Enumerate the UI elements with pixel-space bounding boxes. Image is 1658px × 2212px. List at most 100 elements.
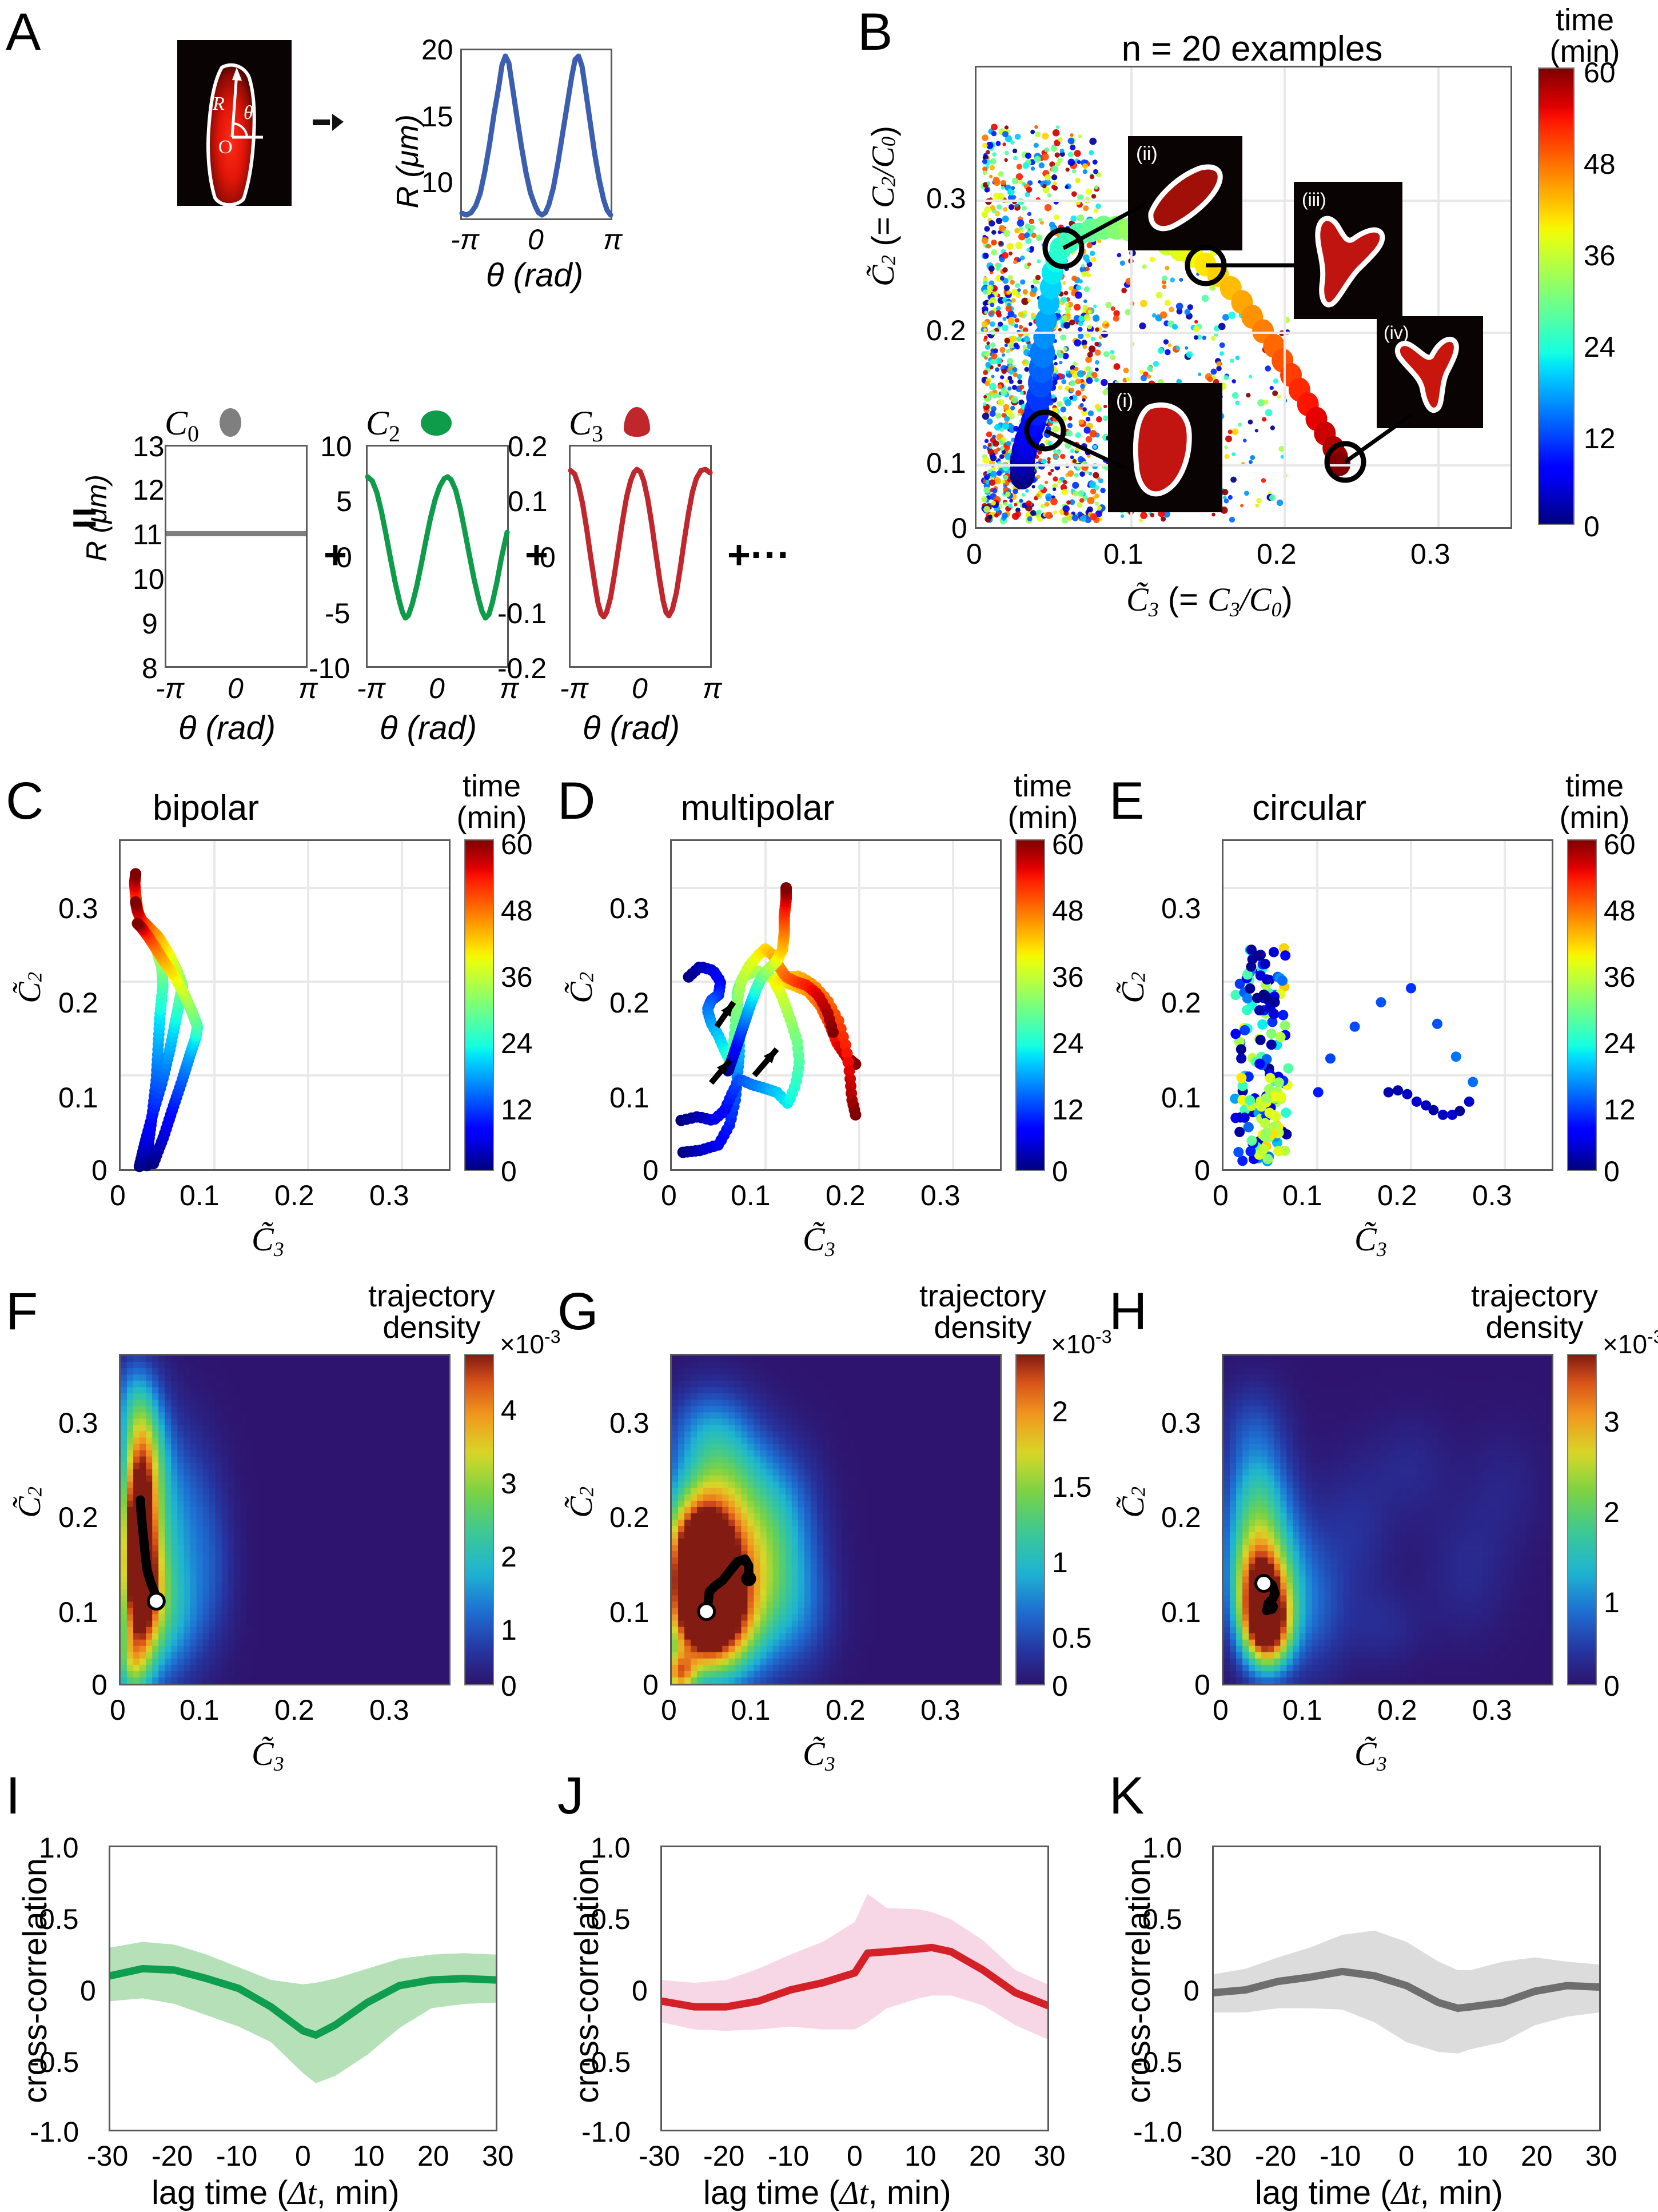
panelB-inset-ii: (ii) (1128, 136, 1242, 250)
panelI-ytick-n05: -0.5 (30, 2046, 79, 2079)
panelI-xtick-30: 30 (482, 2139, 514, 2173)
panelA-c3-xtick-zero: 0 (632, 672, 648, 705)
panel-letter-d: D (557, 775, 595, 827)
panelD-xtick-0: 0 (661, 1179, 677, 1212)
panelK-xtick-20: 20 (1521, 2139, 1553, 2173)
panelG-colorbar (1015, 1354, 1045, 1685)
annotation-arrows (672, 841, 1000, 1169)
panelK-ytick-n10: -1.0 (1133, 2115, 1182, 2149)
trajectory-end-marker (1263, 1600, 1278, 1615)
panelH-axes (1222, 1354, 1553, 1685)
panelA-c0-order: 0 (188, 421, 199, 447)
panelC-axes (119, 839, 451, 1171)
panelJ-ytick-0: 0 (632, 1974, 648, 2007)
panelB-cb-tick-0: 0 (1584, 510, 1600, 543)
panelD-ytick-02: 0.2 (609, 986, 649, 1019)
panelH-ytick-02: 0.2 (1161, 1501, 1201, 1534)
panelH-exp-sup: -3 (1647, 1326, 1658, 1347)
panelB-gridline-x02 (1284, 67, 1286, 527)
panelH-cb-0: 0 (1604, 1669, 1620, 1703)
panelA-c2-xlabel: θ (rad) (380, 709, 477, 747)
panelI-ytick-n10: -1.0 (30, 2115, 79, 2149)
panelC-cb-0: 0 (501, 1155, 517, 1188)
panelJ-xtick-n10: -10 (768, 2139, 809, 2173)
panelB-ytick-03: 0.3 (926, 182, 966, 215)
panelC-ytick-0: 0 (91, 1154, 107, 1187)
panelD-cb-60: 60 (1052, 828, 1084, 861)
panelH-ytick-03: 0.3 (1161, 1406, 1201, 1440)
panelG-cb-0: 0 (1052, 1669, 1068, 1703)
panelI-xtick-10: 10 (353, 2139, 385, 2173)
panelA-c0-ytick-10: 10 (133, 563, 165, 596)
panelG-ylabel: C̃2 (563, 1486, 600, 1525)
panelA-c2-axes (366, 445, 509, 668)
panelD-xtick-03: 0.3 (920, 1179, 960, 1212)
panelC-ylabel: C̃2 (11, 972, 48, 1011)
panelH-cb-2: 2 (1604, 1496, 1620, 1529)
panel-letter-b: B (858, 6, 892, 58)
panelE-cb-60: 60 (1604, 828, 1636, 861)
panelG-xlabel: C̃3 (803, 1735, 835, 1776)
panelA-c0-header: C0 (165, 404, 199, 447)
panelJ-xtick-0: 0 (847, 2139, 863, 2173)
panelD-cb-36: 36 (1052, 960, 1084, 994)
panelC-cb-48: 48 (501, 894, 533, 927)
panelJ-ytick-05: 0.5 (591, 1903, 631, 1936)
panelD-colorbar-title: time (min) (986, 771, 1100, 834)
panelG-colorbar-title-line1: trajectory (860, 1281, 1106, 1312)
panelA-c3-xlabel: θ (rad) (583, 709, 680, 747)
panelK-xtick-0: 0 (1398, 2139, 1414, 2173)
panelC-xtick-03: 0.3 (369, 1179, 409, 1212)
panelE-cb-12: 12 (1604, 1093, 1636, 1126)
panelH-ytick-01: 0.1 (1161, 1596, 1201, 1629)
panelK-ytick-10: 1.0 (1142, 1831, 1182, 1864)
panelB-inset-iv-label: (iv) (1384, 322, 1409, 343)
panelA-plus-ellipsis: +··· (727, 532, 791, 577)
micrograph-label-o: O (218, 137, 233, 158)
panelA-c2-ytick-neg10: -10 (309, 652, 350, 685)
panelA-c2-shape-icon (421, 410, 452, 436)
panelJ-axes (660, 1846, 1049, 2131)
panelA-c2-order: 2 (389, 421, 400, 447)
panelB-xlabel: C̃3 (= C3/C0) (1126, 580, 1293, 621)
panelE-ytick-0: 0 (1194, 1154, 1210, 1187)
panelA-c3-header: C3 (569, 404, 603, 447)
panelF-cb-2: 2 (501, 1540, 517, 1573)
panelC-ytick-02: 0.2 (58, 986, 98, 1019)
panelD-colorbar-title-line1: time (986, 771, 1100, 802)
panelC-xtick-0: 0 (110, 1179, 126, 1212)
panelB-cb-tick-60: 60 (1584, 56, 1616, 89)
panelD-colorbar (1015, 839, 1045, 1171)
panelE-ytick-02: 0.2 (1161, 986, 1201, 1019)
panelK-ytick-n05: -0.5 (1133, 2046, 1182, 2079)
panelE-title: circular (1175, 788, 1444, 828)
panelG-xtick-02: 0.2 (826, 1693, 866, 1727)
panelG-ytick-0: 0 (643, 1668, 659, 1701)
panelJ-xlabel: lag time (Δt, min) (703, 2174, 951, 2212)
panelA-rtheta-curve (462, 50, 611, 218)
panelA-c3-ytick-neg02: -0.2 (497, 652, 547, 685)
panelH-ylabel: C̃2 (1115, 1486, 1151, 1525)
panelC-xtick-02: 0.2 (274, 1179, 314, 1212)
panelF-xtick-03: 0.3 (369, 1693, 409, 1727)
panelA-c0-ytick-11: 11 (133, 518, 162, 551)
panelE-ytick-03: 0.3 (1161, 892, 1201, 925)
panelJ-xtick-10: 10 (904, 2139, 936, 2173)
panelC-colorbar (464, 839, 494, 1171)
panelA-c2-ytick-10: 10 (320, 430, 352, 463)
panelA-c3-ytick-01: 0.1 (508, 485, 548, 518)
panelJ-ytick-10: 1.0 (591, 1831, 631, 1864)
panelH-colorbar (1567, 1354, 1597, 1685)
panelE-ylabel: C̃2 (1115, 972, 1151, 1011)
panelF-colorbar-exponent: ×10-3 (500, 1326, 560, 1360)
mean-trajectory-overlay (121, 1356, 449, 1684)
data-points (1223, 841, 1552, 1169)
panelA-rtheta-xtick-zero: 0 (528, 223, 544, 256)
panelD-title: multipolar (623, 788, 892, 828)
panel-letter-h: H (1109, 1285, 1147, 1338)
panelB-inset-iv: (iv) (1377, 316, 1483, 428)
panelA-c3-order: 3 (592, 421, 603, 447)
panelE-xtick-02: 0.2 (1377, 1179, 1417, 1212)
panelD-ytick-0: 0 (643, 1154, 659, 1187)
panelB-cb-tick-24: 24 (1584, 330, 1616, 364)
